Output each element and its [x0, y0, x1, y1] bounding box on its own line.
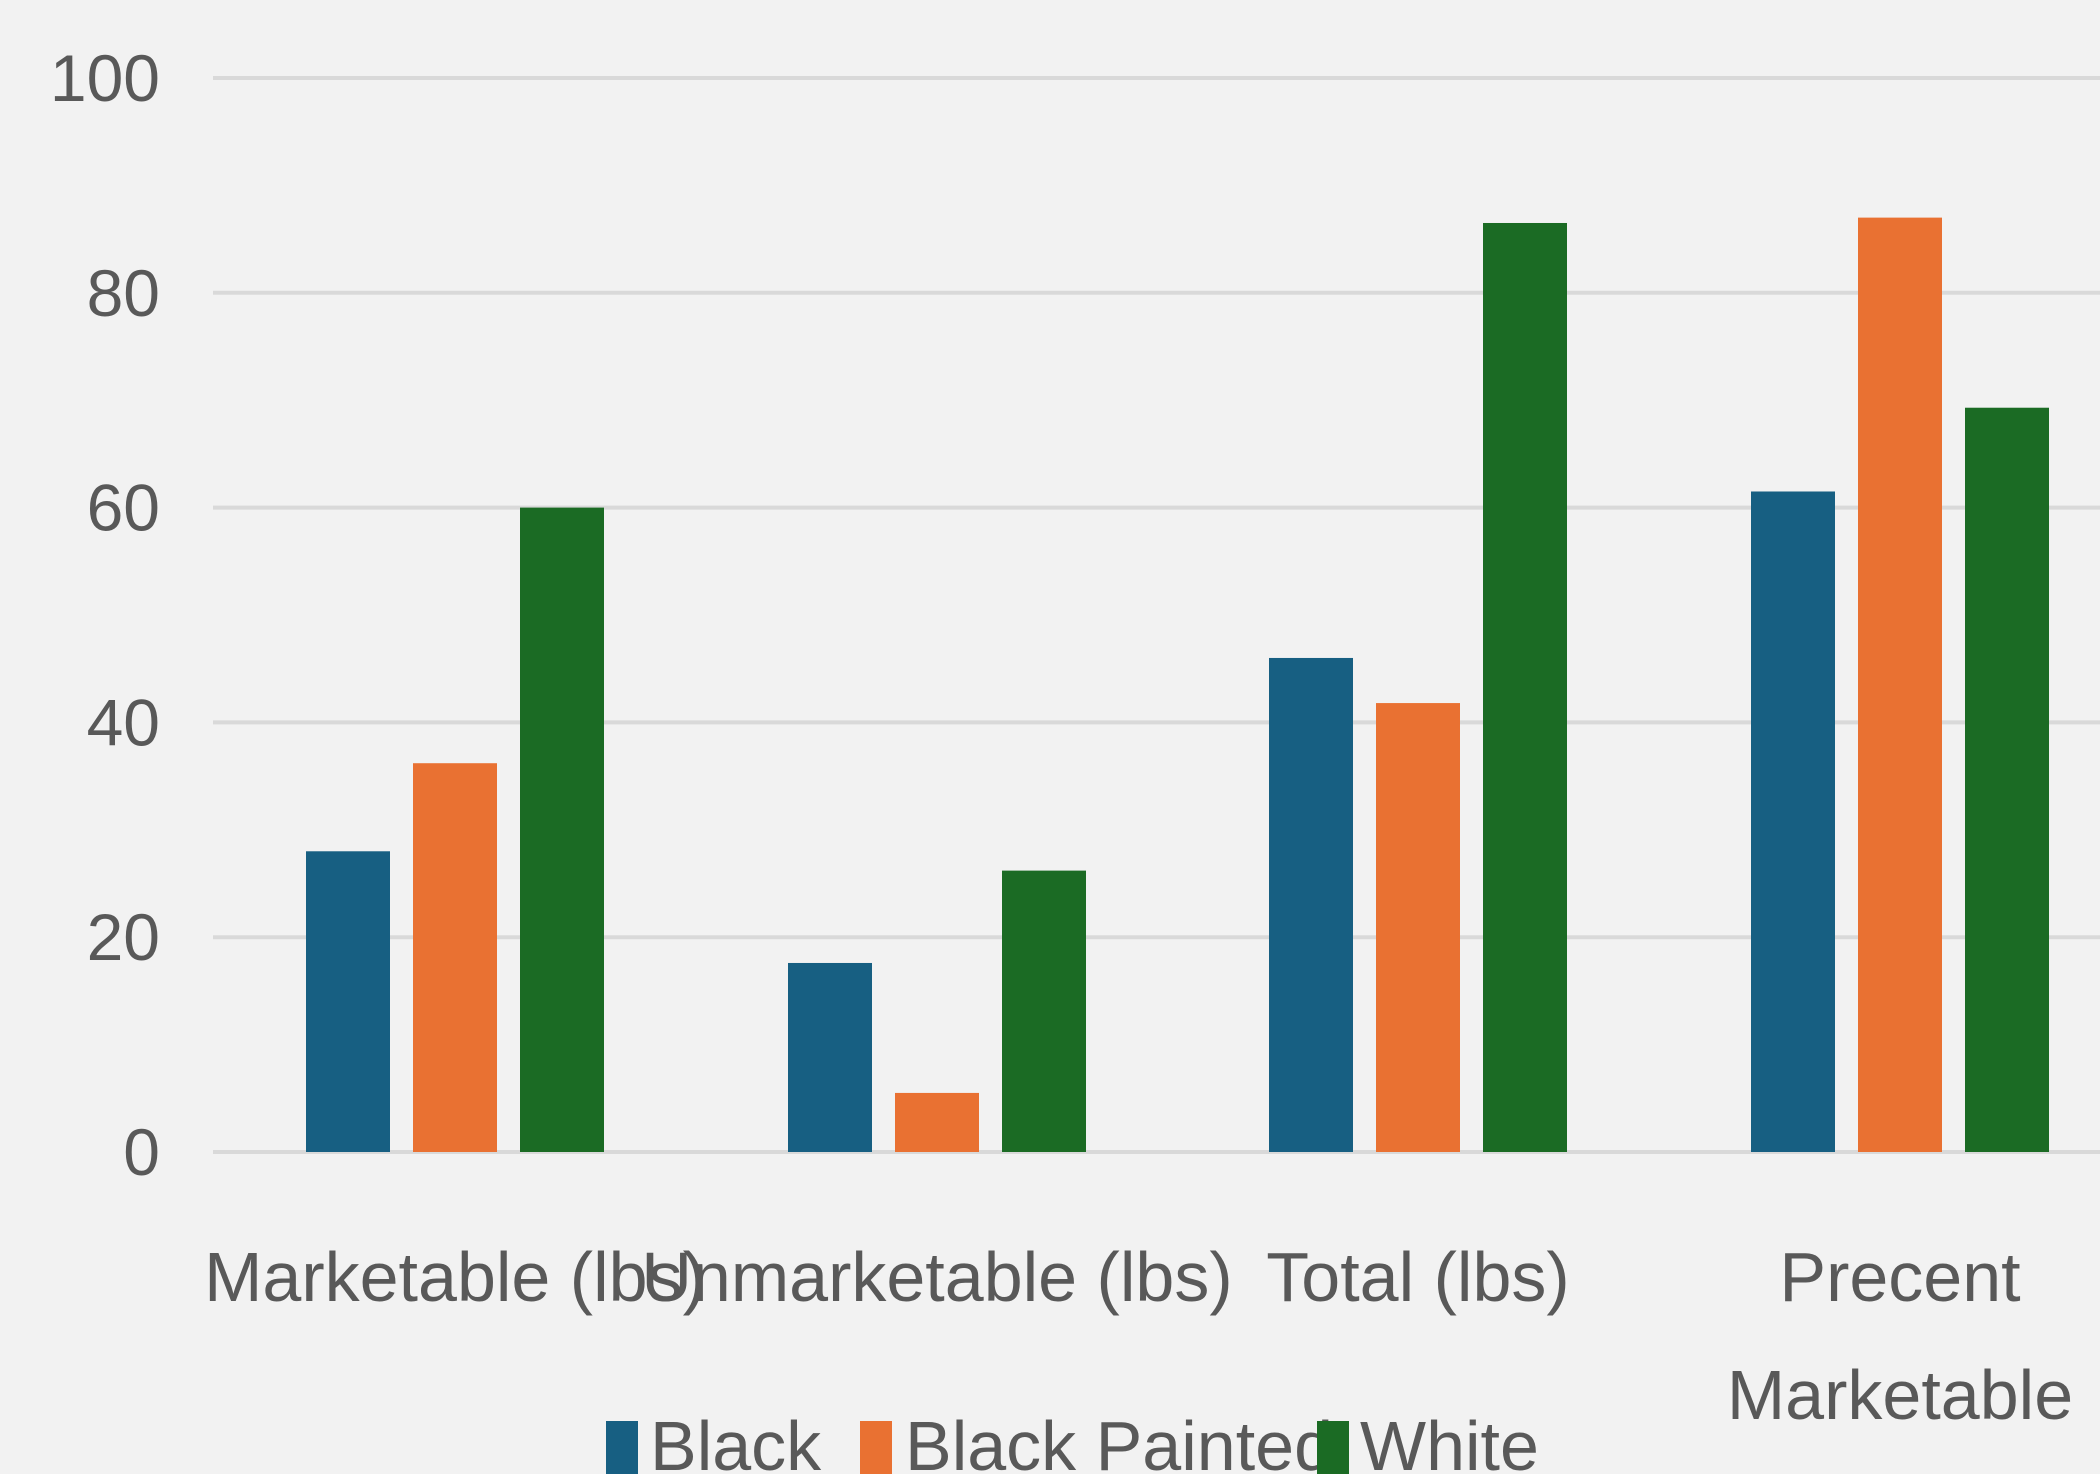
bar [788, 962, 872, 1152]
bar [1002, 870, 1086, 1152]
y-tick-label: 40 [87, 685, 160, 759]
x-category-label: Total (lbs) [1266, 1238, 1569, 1316]
bar [1376, 703, 1460, 1152]
bar [895, 1092, 979, 1152]
bars [306, 217, 2049, 1153]
bar [1858, 217, 1942, 1152]
y-tick-label: 20 [87, 900, 160, 974]
x-category-label: Marketable (lbs) [204, 1238, 706, 1316]
x-category-label: Precent Marketable [1727, 1238, 2073, 1434]
y-tick-label: 80 [87, 256, 160, 330]
legend-swatch [860, 1421, 892, 1474]
legend-label: White [1360, 1407, 1539, 1474]
bar [1751, 491, 1835, 1152]
legend: Black Black Painted White [606, 1407, 1539, 1474]
y-tick-label: 100 [50, 41, 160, 115]
legend-swatch [606, 1421, 638, 1474]
bar [1269, 657, 1353, 1152]
category-labels: Marketable (lbs)Unmarketable (lbs) Total … [204, 1238, 2073, 1434]
legend-swatch [1317, 1421, 1349, 1474]
legend-label: Black [650, 1407, 822, 1474]
y-axis-ticks: 0 20 40 60 80 100 [50, 41, 160, 1189]
bar [520, 507, 604, 1153]
y-tick-label: 0 [123, 1115, 160, 1189]
bar [413, 763, 497, 1152]
bar [1965, 407, 2049, 1152]
bar [1483, 222, 1567, 1153]
x-category-label: Unmarketable (lbs) [641, 1238, 1232, 1316]
bar [306, 851, 390, 1152]
y-tick-label: 60 [87, 471, 160, 545]
legend-label: Black Painted [905, 1407, 1333, 1474]
